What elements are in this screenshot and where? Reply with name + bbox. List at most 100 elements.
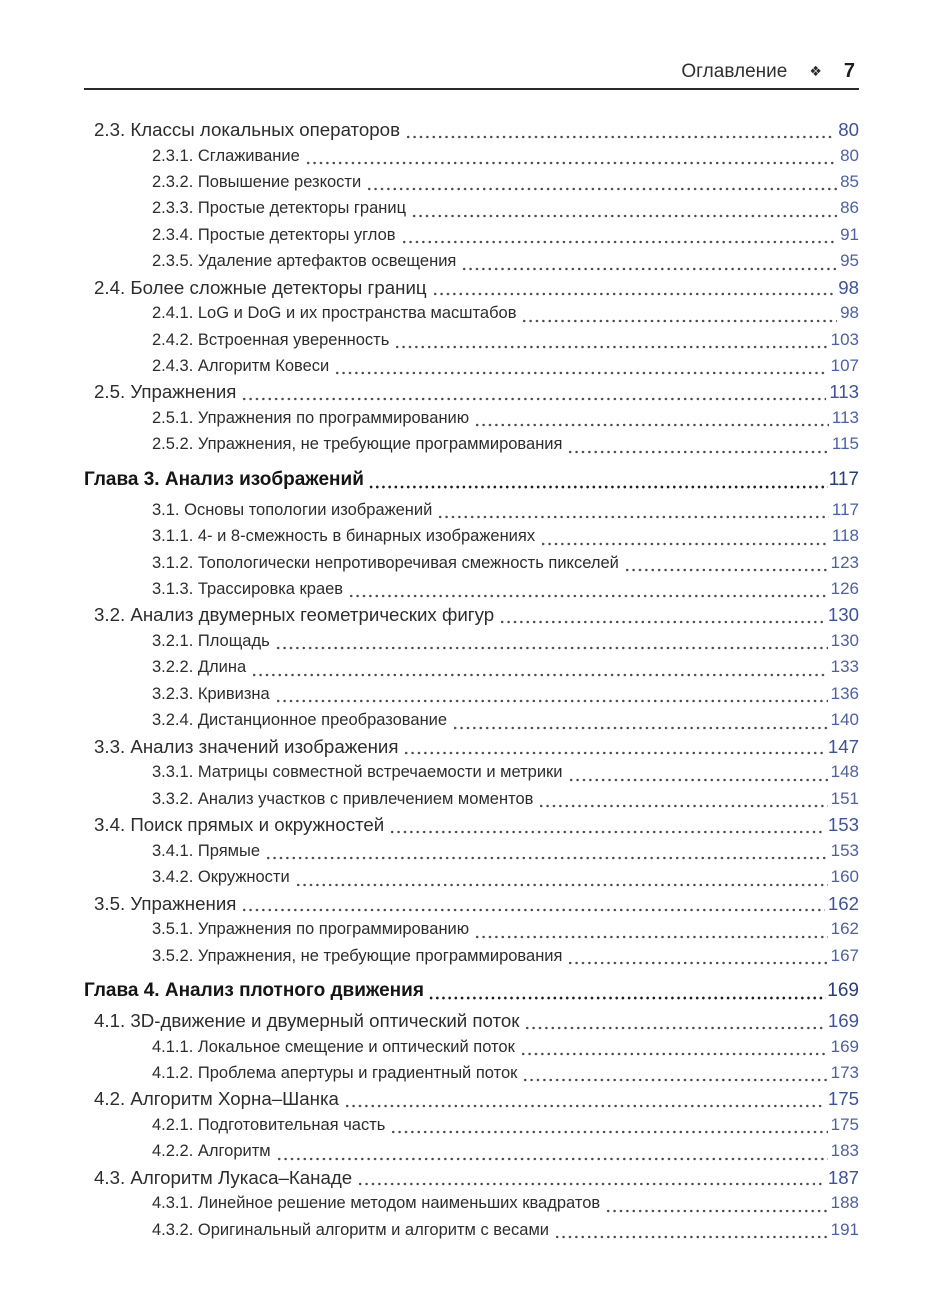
toc-row[interactable]: Глава 4. Анализ плотного движения 169 — [84, 978, 859, 1004]
running-head-page-number: 7 — [843, 60, 855, 82]
toc-entry-page: 113 — [829, 381, 859, 403]
toc-entry-page: 160 — [830, 867, 859, 887]
toc-entry-page: 148 — [830, 762, 859, 782]
toc-entry-page: 147 — [827, 735, 859, 757]
toc-entry-label: 2.5.1. Упражнения по программированию — [152, 409, 470, 428]
dot-leader — [554, 1235, 828, 1240]
dot-leader — [389, 829, 825, 834]
toc-entry-label: 4.3.1. Линейное решение методом наименьш… — [152, 1194, 601, 1213]
dot-leader — [366, 187, 838, 192]
toc-row[interactable]: Глава 3. Анализ изображений 117 — [84, 467, 859, 493]
toc-row[interactable]: 2.3.1. Сглаживание 80 — [84, 143, 859, 169]
toc-row[interactable]: 2.4.2. Встроенная уверенность 103 — [84, 327, 859, 353]
toc-row[interactable]: 4.2.2. Алгоритм 183 — [84, 1138, 859, 1164]
dot-leader — [274, 646, 828, 651]
dot-leader — [294, 882, 828, 887]
toc-row[interactable]: 3.5. Упражнения 162 — [84, 891, 859, 917]
toc-entry-label: 2.4.3. Алгоритм Ковеси — [152, 357, 330, 376]
toc-row[interactable]: 4.2. Алгоритм Хорна–Шанка 175 — [84, 1086, 859, 1112]
dot-leader — [265, 856, 828, 861]
dot-leader — [405, 134, 836, 139]
toc-entry-page: 117 — [831, 499, 859, 519]
toc-entry-page: 187 — [827, 1166, 859, 1188]
toc-entry-label: 3.3.2. Анализ участков с привлечением мо… — [152, 789, 534, 808]
toc-row[interactable]: 2.5.1. Упражнения по программированию 11… — [84, 405, 859, 431]
toc-row[interactable]: 3.5.2. Упражнения, не требующие программ… — [84, 943, 859, 969]
toc-entry-label: 3.2.3. Кривизна — [152, 684, 270, 703]
dot-leader — [241, 908, 825, 913]
dot-leader — [461, 266, 838, 271]
toc-entry-label: 3.5.1. Упражнения по программированию — [152, 920, 470, 939]
toc-entry-page: 107 — [830, 356, 859, 376]
toc-row[interactable]: 3.4.2. Окружности 160 — [84, 864, 859, 890]
toc-list: 2.3. Классы локальных операторов 80 2.3.… — [84, 117, 859, 1243]
toc-row[interactable]: 3.1.3. Трассировка краев 126 — [84, 576, 859, 602]
dot-leader — [519, 1051, 828, 1056]
toc-row[interactable]: 2.4.3. Алгоритм Ковеси 107 — [84, 353, 859, 379]
dot-leader — [400, 240, 838, 245]
toc-row[interactable]: 3.3.1. Матрицы совместной встречаемости … — [84, 759, 859, 785]
toc-row[interactable]: 3.2.4. Дистанционное преобразование 140 — [84, 707, 859, 733]
toc-row[interactable]: 3.3. Анализ значений изображения 147 — [84, 734, 859, 760]
toc-entry-page: 191 — [830, 1219, 859, 1239]
dot-leader — [474, 423, 829, 428]
toc-entry-page: 162 — [830, 919, 859, 939]
toc-row[interactable]: 4.3.1. Линейное решение методом наименьш… — [84, 1190, 859, 1216]
toc-entry-page: 188 — [830, 1193, 859, 1213]
toc-row[interactable]: 3.2.1. Площадь 130 — [84, 628, 859, 654]
toc-row[interactable]: 2.3.5. Удаление артефактов освещения 95 — [84, 248, 859, 274]
toc-row[interactable]: 3.1.1. 4- и 8-смежность в бинарных изобр… — [84, 523, 859, 549]
toc-row[interactable]: 4.1.1. Локальное смещение и оптический п… — [84, 1034, 859, 1060]
toc-row[interactable]: 3.2.3. Кривизна 136 — [84, 681, 859, 707]
toc-row[interactable]: 2.5. Упражнения 113 — [84, 379, 859, 405]
toc-row[interactable]: 2.5.2. Упражнения, не требующие программ… — [84, 431, 859, 457]
toc-entry-label: 2.3.3. Простые детекторы границ — [152, 199, 407, 218]
running-head-row: Оглавление ❖ 7 — [84, 60, 859, 86]
header-rule — [84, 88, 859, 90]
toc-row[interactable]: 3.1. Основы топологии изображений 117 — [84, 497, 859, 523]
dot-leader — [348, 594, 828, 599]
toc-row[interactable]: 4.1.2. Проблема апертуры и градиентный п… — [84, 1060, 859, 1086]
toc-entry-page: 140 — [830, 710, 859, 730]
toc-entry-label: 3.5.2. Упражнения, не требующие программ… — [152, 946, 563, 965]
toc-entry-label: 3.4.2. Окружности — [152, 868, 290, 887]
dot-leader — [274, 699, 828, 704]
toc-entry-page: 183 — [830, 1141, 859, 1161]
toc-entry-page: 151 — [830, 788, 859, 808]
toc-entry-page: 126 — [830, 579, 859, 599]
toc-entry-page: 118 — [831, 526, 859, 546]
toc-entry-label: 3.1.1. 4- и 8-смежность в бинарных изобр… — [152, 527, 536, 546]
toc-row[interactable]: 3.4.1. Прямые 153 — [84, 838, 859, 864]
toc-row[interactable]: 2.3.2. Повышение резкости 85 — [84, 169, 859, 195]
toc-entry-page: 80 — [838, 119, 859, 140]
toc-row[interactable]: 4.3. Алгоритм Лукаса–Канаде 187 — [84, 1165, 859, 1191]
toc-row[interactable]: 3.5.1. Упражнения по программированию 16… — [84, 916, 859, 942]
toc-entry-label: 2.4.1. LoG и DoG и их пространства масшт… — [152, 304, 517, 323]
dot-leader — [411, 213, 838, 218]
toc-row[interactable]: 2.4. Более сложные детекторы границ 98 — [84, 275, 859, 301]
toc-row[interactable]: 3.3.2. Анализ участков с привлечением мо… — [84, 786, 859, 812]
toc-row[interactable]: 2.4.1. LoG и DoG и их пространства масшт… — [84, 300, 859, 326]
toc-row[interactable]: 4.2.1. Подготовительная часть 175 — [84, 1112, 859, 1138]
toc-row[interactable]: 2.3.4. Простые детекторы углов 91 — [84, 222, 859, 248]
toc-entry-label: Глава 4. Анализ плотного движения — [84, 979, 424, 1001]
toc-entry-page: 136 — [830, 683, 859, 703]
toc-row[interactable]: 3.1.2. Топологически непротиворечивая см… — [84, 550, 859, 576]
toc-row[interactable]: 3.4. Поиск прямых и окружностей 153 — [84, 812, 859, 838]
toc-row[interactable]: 4.1. 3D-движение и двумерный оптический … — [84, 1008, 859, 1034]
toc-row[interactable]: 3.2. Анализ двумерных геометрических фиг… — [84, 602, 859, 628]
dot-leader — [390, 1130, 828, 1135]
dot-leader — [343, 1103, 825, 1108]
toc-entry-page: 175 — [827, 1088, 859, 1110]
toc-row[interactable]: 3.2.2. Длина 133 — [84, 654, 859, 680]
dot-leader — [241, 397, 827, 402]
toc-entry-label: 3.1.3. Трассировка краев — [152, 580, 344, 599]
dot-leader — [431, 292, 836, 297]
toc-entry-label: 2.3.5. Удаление артефактов освещения — [152, 252, 457, 271]
toc-row[interactable]: 2.3.3. Простые детекторы границ 86 — [84, 195, 859, 221]
dot-leader — [567, 777, 828, 782]
toc-row[interactable]: 2.3. Классы локальных операторов 80 — [84, 117, 859, 143]
toc-row[interactable]: 4.3.2. Оригинальный алгоритм и алгоритм … — [84, 1217, 859, 1243]
toc-entry-page: 98 — [838, 276, 859, 298]
